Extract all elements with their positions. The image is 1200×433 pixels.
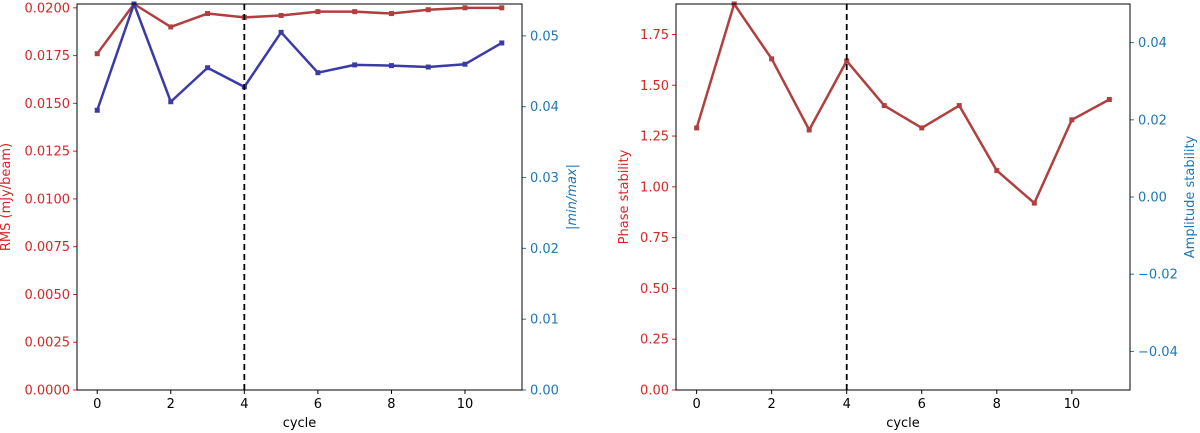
data-point-marker — [425, 7, 431, 13]
x-tick-label: 10 — [457, 397, 474, 412]
data-point-marker — [205, 11, 211, 17]
y-right-tick-label: −0.02 — [1138, 268, 1178, 283]
chart-panel-1: 0.0000 0.0025 0.0050 0.0075 0.0100 0.0125 0.01… — [0, 1, 580, 431]
data-point-marker — [769, 56, 775, 62]
data-point-marker — [994, 168, 1000, 174]
y-left-axis-label: Phase stability — [617, 149, 632, 244]
data-point-marker — [1106, 96, 1112, 102]
y-right-tick-label: 0.04 — [530, 100, 559, 115]
y-right-tick-label: 0.04 — [1138, 36, 1167, 51]
series-line-1 — [96, 2, 502, 55]
data-point-marker — [499, 40, 505, 46]
data-point-marker — [499, 5, 505, 11]
y-left-tick-label: 0.50 — [640, 282, 669, 297]
y-right-tick-label: 0.01 — [530, 313, 559, 328]
data-point-marker — [352, 62, 358, 68]
y-left-tick-label: 0.0125 — [25, 145, 71, 160]
y-right-tick-label: 0.00 — [1138, 191, 1167, 206]
data-point-marker — [205, 65, 211, 71]
series-line-1 — [695, 2, 1110, 205]
data-point-marker — [352, 9, 358, 15]
y-right-tick-label: 0.05 — [530, 29, 559, 44]
y-right-axis-label: Amplitude stability — [1183, 135, 1198, 258]
data-point-marker — [278, 29, 284, 35]
y-right-tick-label: 0.03 — [530, 171, 559, 186]
data-point-marker — [388, 11, 394, 17]
y-left-tick-label: 0.0200 — [25, 1, 71, 16]
data-point-marker — [806, 127, 812, 133]
y-left-axis-label: RMS (mJy/beam) — [0, 143, 14, 251]
x-tick-label: 6 — [314, 397, 322, 412]
y-left-tick-label: 1.25 — [640, 130, 669, 145]
data-point-marker — [168, 99, 174, 105]
y-left-tick-label: 0.25 — [640, 333, 669, 348]
data-point-marker — [425, 64, 431, 70]
data-point-marker — [462, 61, 468, 67]
data-point-marker — [388, 63, 394, 69]
data-point-marker — [844, 58, 850, 64]
y-left-tick-label: 0.0025 — [25, 336, 71, 351]
series-line-2 — [96, 2, 503, 111]
x-tick-label: 8 — [993, 397, 1001, 412]
y-left-tick-label: 0.0175 — [25, 49, 71, 64]
data-point-marker — [168, 24, 174, 30]
y-left-tick-label: 0.75 — [640, 231, 669, 246]
x-tick-label: 4 — [240, 397, 248, 412]
y-left-tick-label: 0.0100 — [25, 192, 71, 207]
data-point-marker — [881, 103, 887, 109]
y-right-tick-label: −0.04 — [1138, 345, 1178, 360]
y-left-tick-label: 0.0000 — [25, 384, 71, 399]
data-point-marker — [1031, 200, 1037, 206]
plot-frame — [76, 3, 523, 391]
data-point-marker — [278, 12, 284, 18]
y-left-tick-label: 1.00 — [640, 180, 669, 195]
data-point-marker — [1069, 117, 1075, 123]
y-right-tick-label: 0.02 — [1138, 113, 1167, 128]
x-tick-label: 6 — [918, 397, 926, 412]
data-point-marker — [315, 70, 321, 76]
x-axis-label: cycle — [283, 416, 317, 431]
data-point-marker — [956, 103, 962, 109]
x-tick-label: 8 — [387, 397, 395, 412]
data-point-marker — [94, 51, 100, 57]
y-left-tick-label: 0.0150 — [25, 97, 71, 112]
x-tick-label: 0 — [93, 397, 101, 412]
data-point-marker — [919, 125, 925, 131]
y-right-tick-label: 0.00 — [530, 384, 559, 399]
y-left-tick-label: 0.0075 — [25, 240, 71, 255]
y-right-tick-label: 0.02 — [530, 242, 559, 257]
x-tick-label: 2 — [768, 397, 776, 412]
x-tick-label: 2 — [167, 397, 175, 412]
x-tick-label: 10 — [1064, 397, 1081, 412]
data-point-marker — [94, 107, 100, 113]
y-left-tick-label: 0.00 — [640, 384, 669, 399]
y-left-tick-label: 0.0050 — [25, 288, 71, 303]
x-tick-label: 4 — [843, 397, 851, 412]
x-tick-label: 0 — [692, 397, 700, 412]
plot-frame — [675, 3, 1131, 391]
y-right-axis-label: |min/max| — [565, 164, 580, 230]
y-left-tick-label: 1.75 — [640, 28, 669, 43]
data-point-marker — [694, 125, 700, 131]
x-axis-label: cycle — [886, 416, 920, 431]
data-point-marker — [315, 9, 321, 15]
y-left-tick-label: 1.50 — [640, 79, 669, 94]
chart-panel-2: 0.00 0.25 0.50 0.75 1.00 1.25 1.50 1.75 −0.04 −0.… — [617, 1, 1198, 431]
data-point-marker — [462, 5, 468, 11]
